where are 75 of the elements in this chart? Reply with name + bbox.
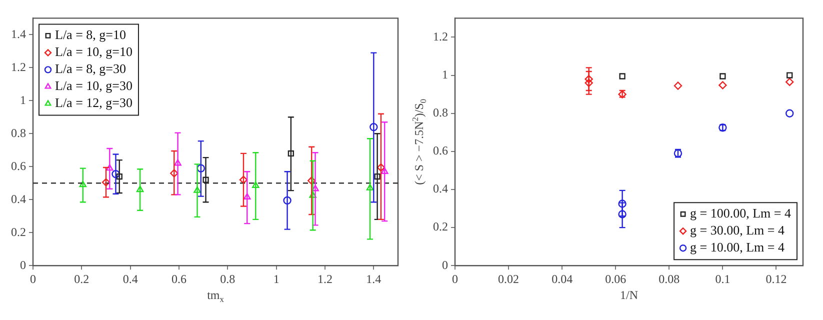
y-tick-label: 0.6 xyxy=(11,158,26,173)
x-tick-label: 0 xyxy=(452,272,458,286)
y-axis-title: (< S > −7.5N2)/S0 xyxy=(410,98,428,185)
point xyxy=(174,159,182,166)
point xyxy=(102,178,110,186)
legend-label: L/a = 10, g=30 xyxy=(55,78,132,94)
point xyxy=(308,176,316,185)
x-tick-label: 1 xyxy=(273,272,280,286)
y-tick-label: 0.2 xyxy=(11,224,26,239)
y-tick-label: 1 xyxy=(20,92,26,107)
point xyxy=(674,82,682,90)
point xyxy=(196,164,205,172)
y-tick-label: 0.6 xyxy=(433,144,448,158)
point xyxy=(786,72,793,78)
point xyxy=(584,78,593,88)
point xyxy=(720,73,726,80)
legend-label: L/a = 10, g=10 xyxy=(55,44,132,60)
point xyxy=(618,210,626,218)
point xyxy=(79,180,87,188)
point xyxy=(718,81,727,90)
y-tick-label: 0 xyxy=(20,258,26,272)
point xyxy=(170,169,178,178)
point xyxy=(283,196,292,205)
point xyxy=(374,173,380,180)
x-tick-label: 0.12 xyxy=(766,272,787,286)
x-tick-label: 0 xyxy=(30,272,36,286)
point xyxy=(380,167,388,174)
legend-label: L/a = 12, g=30 xyxy=(55,95,132,110)
x-tick-label: 0.1 xyxy=(715,272,730,286)
x-tick-label: 0.8 xyxy=(220,272,236,286)
point xyxy=(194,186,201,193)
x-axis-title: 1/N xyxy=(620,288,638,302)
legend-label: g = 10.00, Lm = 4 xyxy=(690,240,785,255)
x-tick-label: 1.4 xyxy=(366,272,382,286)
point xyxy=(786,109,794,118)
point xyxy=(309,191,316,198)
legend-label: g = 30.00, Lm = 4 xyxy=(690,222,785,238)
y-tick-label: 1.4 xyxy=(11,26,26,41)
point xyxy=(366,184,374,190)
point xyxy=(618,200,626,208)
point xyxy=(376,163,386,172)
y-tick-label: 1.2 xyxy=(11,60,26,74)
point xyxy=(584,75,593,84)
point xyxy=(786,78,794,86)
y-tick-label: 1.2 xyxy=(433,29,448,44)
point xyxy=(619,73,626,80)
x-tick-label: 0.08 xyxy=(658,272,680,286)
y-tick-label: 1 xyxy=(442,67,448,82)
y-tick-label: 0.8 xyxy=(433,106,448,120)
point xyxy=(252,182,260,188)
point xyxy=(116,173,122,180)
x-tick-label: 0.6 xyxy=(172,272,186,286)
x-tick-label: 1.2 xyxy=(318,272,332,286)
point xyxy=(370,122,378,132)
legend-label: L/a = 8, g=10 xyxy=(55,27,126,42)
legend-label: g = 100.00, Lm = 4 xyxy=(690,206,792,221)
point xyxy=(106,164,114,171)
y-tick-label: 0 xyxy=(442,258,448,272)
legend-label: L/a = 8, g=30 xyxy=(55,61,126,76)
x-tick-label: 0.02 xyxy=(498,272,520,286)
point xyxy=(136,186,144,192)
point xyxy=(288,150,294,157)
point xyxy=(239,176,248,184)
y-tick-label: 0.8 xyxy=(11,126,26,140)
y-tick-label: 0.2 xyxy=(433,220,448,234)
x-tick-label: 0.2 xyxy=(74,272,90,286)
point xyxy=(244,193,251,200)
y-tick-label: 0.4 xyxy=(433,182,448,196)
point xyxy=(112,170,120,178)
point xyxy=(312,184,319,192)
x-tick-label: 0.04 xyxy=(552,272,573,286)
y-tick-label: 0.4 xyxy=(11,192,26,206)
point xyxy=(202,176,209,183)
x-tick-label: 0.4 xyxy=(122,272,138,286)
x-tick-label: 0.06 xyxy=(605,272,626,286)
